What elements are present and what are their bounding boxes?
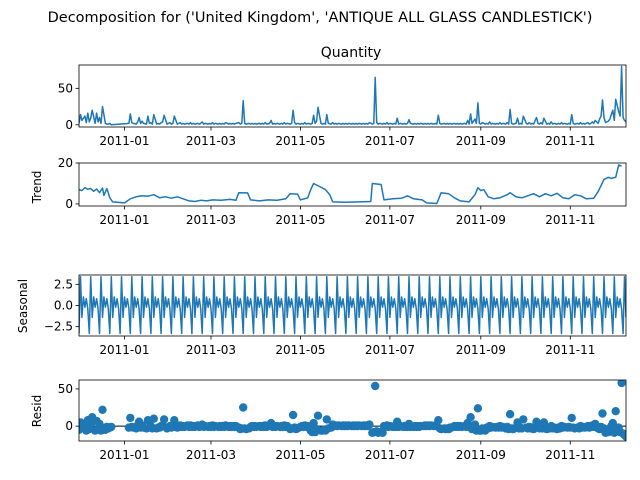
resid-point [434,416,443,425]
seasonal-xtick-label: 2011-09 [456,343,506,357]
seasonal-xtick-label: 2011-01 [99,343,149,357]
seasonal-ytick-label: −2.5 [44,320,73,334]
seasonal-ytick-label: 2.5 [54,277,73,291]
resid-point [126,413,135,423]
trend-xtick-label: 2011-11 [545,213,595,227]
observed-plot-area [79,65,626,126]
resid-point [608,418,617,428]
resid-point [313,411,323,420]
seasonal-plot-area [79,275,626,335]
trend-xtick-label: 2011-07 [365,213,415,227]
resid-plot-area [79,380,626,441]
figure-title: Decomposition for ('United Kingdom', 'AN… [48,10,593,26]
resid-point [371,381,380,391]
resid-xtick-label: 2011-03 [186,448,236,462]
seasonal-xtick-label: 2011-07 [365,343,415,357]
resid-point [365,420,374,429]
resid-ylabel: Resid [30,395,44,427]
resid-point [149,414,158,423]
resid-point [170,416,179,425]
resid-point [107,422,116,432]
resid-axes-frame [78,379,627,442]
resid-xtick-label: 2011-01 [99,448,149,462]
observed-series-line [79,65,626,126]
trend-plot-area [79,164,622,205]
resid-point [567,413,576,423]
resid-point [239,403,248,412]
observed-xtick-label: 2011-09 [456,134,506,148]
resid-point [466,413,475,422]
trend-ytick-label: 20 [58,156,73,170]
resid-point [611,407,620,416]
resid-xtick-label: 2011-05 [275,448,325,462]
seasonal-xtick-label: 2011-11 [545,343,595,357]
observed-xtick-label: 2011-11 [545,134,595,148]
resid-point [621,432,626,441]
resid-xtick-label: 2011-09 [456,448,506,462]
observed-ytick-label: 50 [58,81,73,95]
seasonal-panel: Seasonal 2.5 0.0 −2.5 2011-01 2011-03 2011-05… [16,274,627,357]
resid-point [95,419,104,429]
trend-panel: Trend 0 20 2011-01 2011-03 2011-05 2011-07 201… [30,156,627,227]
seasonal-xtick-label: 2011-03 [186,343,236,357]
resid-point [617,380,626,388]
resid-xtick-label: 2011-11 [545,448,595,462]
observed-xtick-label: 2011-07 [365,134,415,148]
trend-xtick-label: 2011-05 [275,213,325,227]
resid-point [473,404,483,413]
trend-xtick-label: 2011-01 [99,213,149,227]
trend-ylabel: Trend [30,171,44,205]
resid-point [98,405,107,414]
trend-xtick-label: 2011-03 [186,213,236,227]
resid-xtick-label: 2011-07 [365,448,415,462]
resid-point [505,410,515,419]
resid-ytick-label: 50 [58,382,73,396]
resid-point [288,410,298,420]
resid-point [598,409,607,418]
trend-axes-frame [78,162,627,207]
observed-panel-title: Quantity [321,45,382,61]
seasonal-ylabel: Seasonal [16,279,30,333]
resid-point [519,415,528,424]
trend-series-line [79,164,622,205]
seasonal-xtick-label: 2011-05 [275,343,325,357]
observed-xtick-label: 2011-03 [186,134,236,148]
resid-panel: Resid 0 50 2011-01 2011-03 2011-05 2011-07 201… [30,379,627,462]
observed-xtick-label: 2011-01 [99,134,149,148]
observed-ytick-label: 0 [65,118,73,132]
seasonal-series-line [79,275,626,335]
resid-point [322,415,331,424]
observed-panel: Quantity 0 50 2011-01 2011-03 2011-05 2011-07… [58,45,627,148]
resid-ytick-label: 0 [65,419,73,433]
trend-ytick-label: 0 [65,197,73,211]
resid-point [159,415,169,424]
trend-xtick-label: 2011-09 [456,213,506,227]
observed-axes-frame [78,64,627,128]
observed-xtick-label: 2011-05 [275,134,325,148]
seasonal-ytick-label: 0.0 [54,299,73,313]
